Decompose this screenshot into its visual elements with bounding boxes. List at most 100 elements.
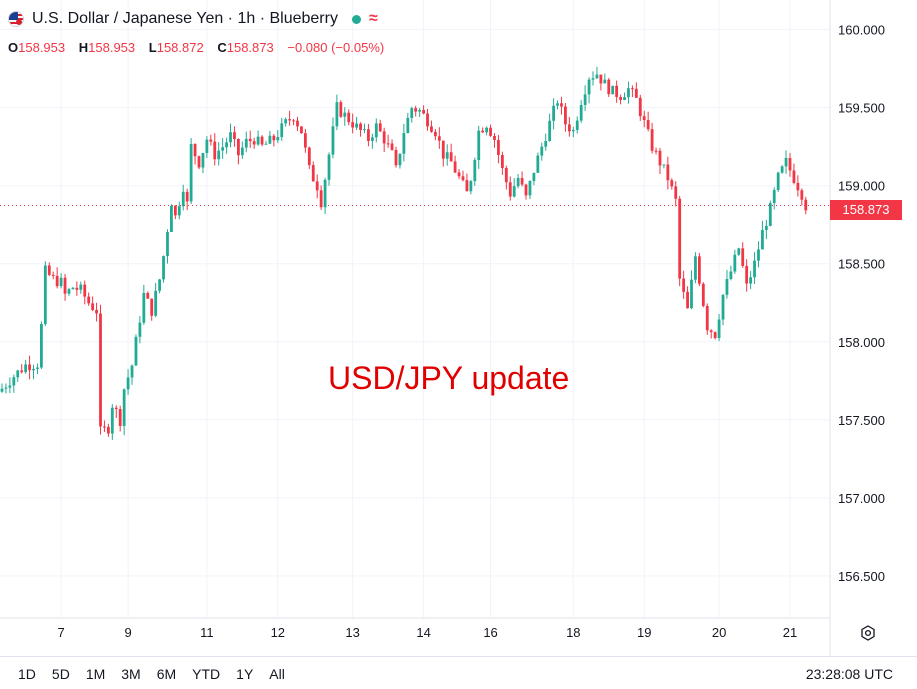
candle — [638, 94, 642, 121]
candle — [721, 294, 725, 326]
candle — [162, 255, 165, 283]
candle — [701, 282, 705, 308]
bottom-toolbar: 1D 5D 1M 3M 6M YTD 1Y All 23:28:08 UTC — [0, 656, 917, 689]
candle — [40, 321, 43, 370]
candle — [209, 134, 213, 146]
time-axis: 7 9 11 12 13 14 16 18 19 20 21 — [0, 617, 830, 640]
ohlc-values: O158.953 H158.953 L158.872 C158.873 −0.0… — [8, 40, 389, 55]
candle — [79, 281, 83, 294]
candle — [414, 105, 418, 117]
ohlc-high: 158.953 — [88, 40, 136, 55]
candle — [473, 157, 477, 186]
candle — [749, 271, 752, 289]
candle — [8, 377, 12, 394]
range-button-1y[interactable]: 1Y — [236, 666, 254, 682]
range-button-5d[interactable]: 5D — [51, 666, 70, 682]
candle — [252, 137, 256, 149]
candle — [634, 82, 638, 98]
candle — [296, 116, 299, 132]
y-tick-label: 159.500 — [838, 101, 885, 116]
candle — [370, 133, 374, 149]
ohlc-open-label: O — [8, 40, 19, 55]
candle — [567, 116, 571, 137]
candle — [138, 316, 142, 344]
candle — [709, 329, 713, 339]
candle — [272, 134, 276, 147]
candle — [134, 334, 138, 366]
gear-icon[interactable] — [860, 625, 876, 641]
candle — [276, 130, 280, 144]
candle — [489, 124, 492, 137]
candle — [776, 171, 780, 192]
candle — [307, 146, 311, 169]
candle — [158, 278, 161, 294]
x-tick-label: 11 — [200, 625, 214, 640]
candle — [47, 262, 51, 277]
price-chart[interactable]: 160.000 159.500 159.000 158.500 158.000 157.5… — [0, 0, 917, 656]
candle — [335, 94, 339, 131]
candle — [497, 135, 500, 164]
ohlc-change: −0.080 (−0.05%) — [287, 40, 385, 55]
candle — [595, 66, 599, 80]
candle — [552, 98, 555, 130]
candle — [213, 133, 217, 166]
usd-jpy-flag-icon — [8, 11, 24, 27]
candle — [12, 374, 16, 393]
candle — [122, 388, 126, 436]
candle — [548, 113, 552, 142]
candle — [544, 133, 548, 151]
candle — [16, 369, 20, 382]
x-tick-label: 18 — [566, 625, 580, 640]
candle — [256, 130, 260, 146]
candle — [355, 116, 358, 131]
candle — [351, 113, 355, 134]
candle — [185, 188, 189, 211]
range-button-3m[interactable]: 3M — [121, 666, 141, 682]
candle — [63, 273, 67, 301]
candle — [733, 249, 737, 274]
candle — [418, 107, 422, 118]
utc-clock[interactable]: 23:28:08 UTC — [805, 666, 893, 682]
candle — [654, 147, 658, 155]
candle — [800, 188, 804, 206]
candle — [95, 302, 98, 322]
candle — [32, 364, 35, 380]
range-button-1d[interactable]: 1D — [18, 666, 36, 682]
candle — [528, 180, 532, 200]
candle — [674, 181, 678, 207]
candle — [343, 107, 347, 126]
candle — [607, 77, 611, 97]
candle — [764, 219, 768, 240]
candle — [300, 126, 303, 134]
candle — [520, 171, 524, 187]
candle — [201, 152, 205, 174]
candle — [741, 242, 745, 268]
candle — [445, 144, 449, 166]
range-button-ytd[interactable]: YTD — [192, 666, 221, 682]
candle — [217, 142, 221, 166]
y-tick-label: 159.000 — [838, 179, 885, 194]
candle — [331, 117, 335, 159]
range-button-6m[interactable]: 6M — [156, 666, 177, 682]
candle — [55, 267, 59, 289]
candle — [524, 183, 528, 200]
candle — [110, 404, 114, 440]
range-button-1m[interactable]: 1M — [85, 666, 106, 682]
candle — [441, 140, 445, 167]
range-button-all[interactable]: All — [269, 666, 285, 682]
candle — [367, 124, 370, 147]
candle — [28, 355, 31, 380]
symbol-title[interactable]: U.S. Dollar / Japanese Yen · 1h · Bluebe… — [32, 10, 338, 27]
candle — [587, 77, 591, 104]
x-tick-label: 20 — [712, 625, 726, 640]
candle — [631, 85, 634, 98]
y-tick-label: 158.500 — [838, 257, 885, 272]
market-status-dot-icon — [351, 14, 361, 24]
candle — [564, 102, 567, 132]
candle — [130, 364, 134, 385]
candle — [422, 105, 425, 115]
candle — [4, 383, 8, 394]
chart-header: U.S. Dollar / Japanese Yen · 1h · Bluebe… — [8, 10, 378, 28]
candle — [500, 151, 504, 175]
candle — [347, 109, 351, 126]
